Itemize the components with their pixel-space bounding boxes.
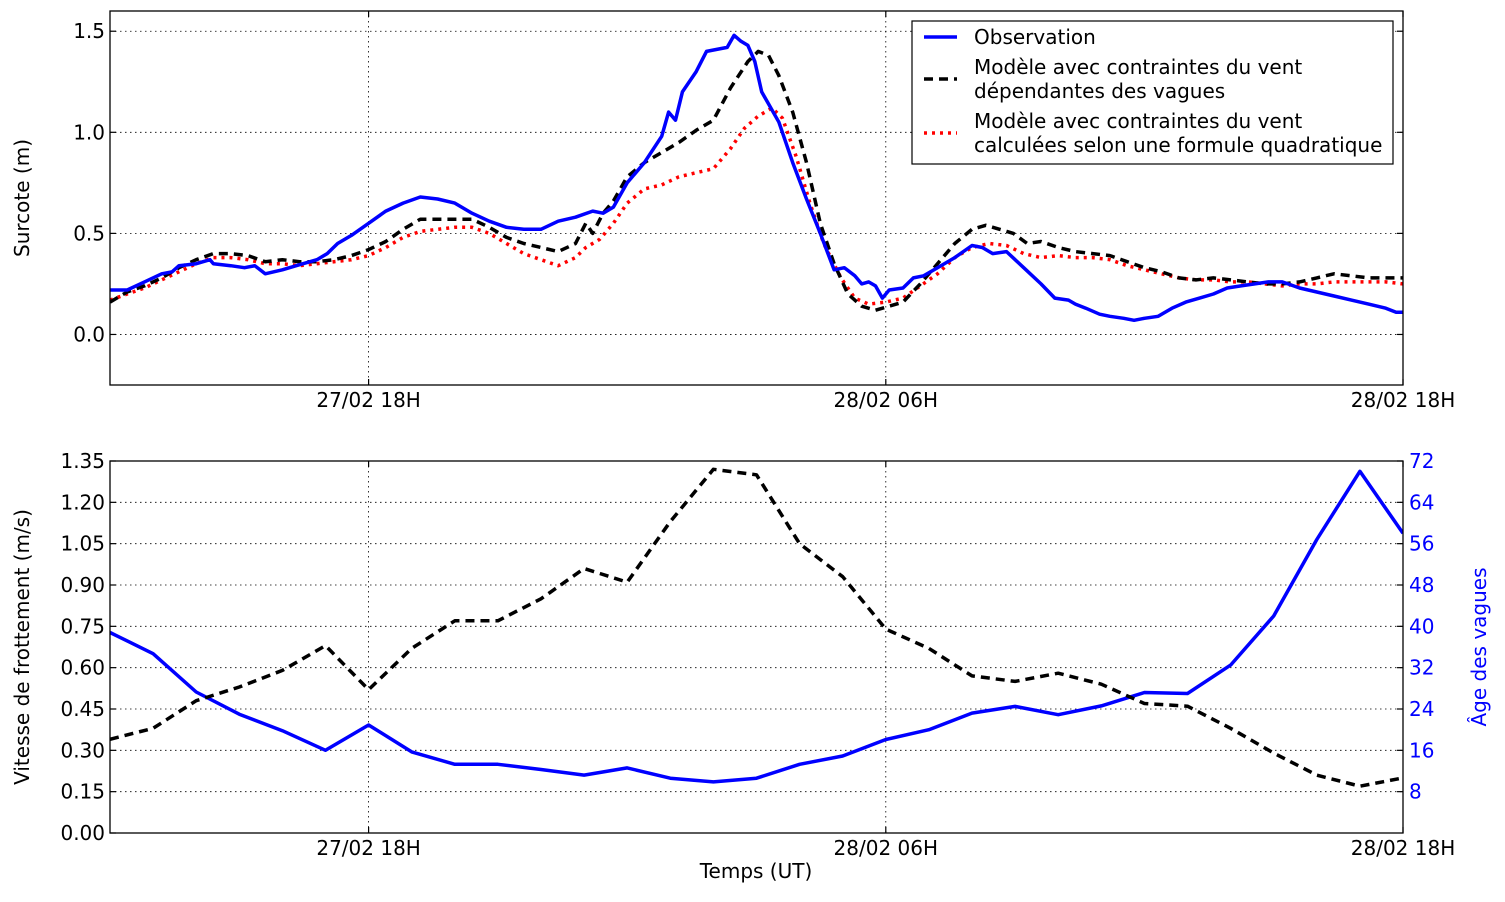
- right-y-tick-label: 64: [1409, 490, 1434, 514]
- y-tick-label: 0.15: [60, 780, 105, 804]
- y-tick-label: 0.45: [60, 697, 105, 721]
- y-tick-label: 1.0: [73, 120, 105, 144]
- x-tick-label: 28/02 18H: [1351, 836, 1455, 860]
- y-tick-label: 1.5: [73, 19, 105, 43]
- series-line-0: [110, 467, 1403, 788]
- y-tick-label: 1.35: [60, 449, 105, 473]
- right-y-tick-label: 24: [1409, 697, 1434, 721]
- wave-age-y-axis-label: Âge des vagues: [1467, 567, 1491, 726]
- friction-plot-frame: [109, 460, 1404, 834]
- surge-chart: 27/02 18H 28/02 06H 28/02 18H0.00.51.01.5 …: [10, 10, 1455, 412]
- friction-y-axis-label: Vitesse de frottement (m/s): [10, 509, 34, 785]
- surge-series: [110, 33, 1403, 323]
- surge-y-axis-label: Surcote (m): [10, 139, 34, 257]
- y-tick-label: 0.00: [60, 821, 105, 845]
- y-tick-label: 0.90: [60, 573, 105, 597]
- friction-series: [110, 467, 1403, 788]
- y-tick-label: 0.75: [60, 614, 105, 638]
- x-tick-label: 27/02 18H: [316, 388, 420, 412]
- right-y-tick-label: 8: [1409, 780, 1422, 804]
- x-tick-label: 28/02 18H: [1351, 388, 1455, 412]
- y-tick-label: 1.20: [60, 490, 105, 514]
- series-line-0: [110, 33, 1403, 323]
- x-tick-label: 28/02 06H: [834, 836, 938, 860]
- surge-legend: Observation Modèle avec contraintes du v…: [911, 20, 1394, 165]
- series-line-1: [110, 49, 1403, 312]
- x-tick-label: 28/02 06H: [834, 388, 938, 412]
- y-tick-label: 0.0: [73, 322, 105, 346]
- series-line-1: [110, 469, 1403, 784]
- x-tick-label: 27/02 18H: [316, 836, 420, 860]
- surge-gridlines: [110, 11, 1403, 385]
- friction-axis-ticks: 27/02 18H 28/02 06H 28/02 18H 0.00 0.15 0.30 0…: [60, 449, 1455, 860]
- y-tick-label: 0.60: [60, 656, 105, 680]
- time-x-axis-label: Temps (UT): [699, 859, 813, 883]
- legend-label-observation: Observation: [974, 25, 1096, 49]
- y-tick-label: 0.30: [60, 738, 105, 762]
- right-y-tick-label: 56: [1409, 532, 1434, 556]
- legend-label-wave-dependent: Modèle avec contraintes du vent dépendant…: [974, 55, 1302, 103]
- right-y-tick-label: 48: [1409, 573, 1434, 597]
- legend-label-quadratic: Modèle avec contraintes du vent calculées…: [974, 109, 1382, 157]
- friction-chart: 27/02 18H 28/02 06H 28/02 18H 0.00 0.15 0.30 0…: [10, 449, 1491, 883]
- right-y-tick-label: 16: [1409, 738, 1434, 762]
- surge-axis-ticks: 27/02 18H 28/02 06H 28/02 18H 0.0 0.5 1.0 1.5: [73, 11, 1455, 412]
- y-tick-label: 1.05: [60, 532, 105, 556]
- y-tick-label: 0.5: [73, 221, 105, 245]
- right-y-tick-label: 72: [1409, 449, 1434, 473]
- surge-plot-frame: [109, 10, 1404, 386]
- legend-frame: [911, 20, 1394, 165]
- right-y-tick-label: 40: [1409, 614, 1434, 638]
- right-y-tick-label: 32: [1409, 656, 1434, 680]
